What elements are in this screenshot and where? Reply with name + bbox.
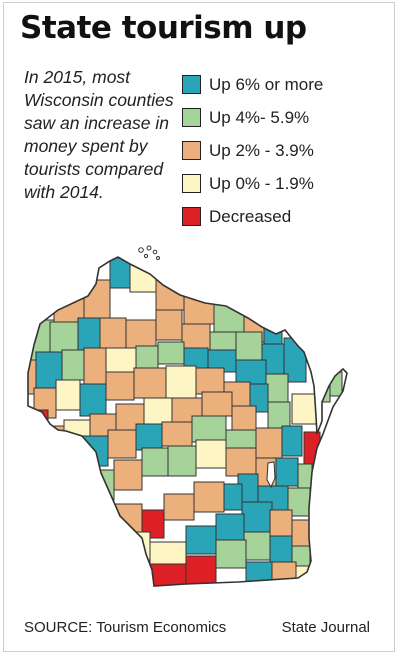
island	[152, 249, 158, 255]
county-region	[185, 555, 217, 586]
county-tiles	[28, 257, 343, 586]
graphic-title: State tourism up	[20, 10, 307, 46]
county-region	[105, 347, 137, 375]
county-region	[125, 319, 157, 349]
county-region	[201, 391, 233, 417]
island	[138, 247, 144, 253]
county-region	[28, 409, 49, 435]
county-region	[61, 349, 85, 381]
county-region	[99, 317, 127, 351]
county-region	[157, 341, 185, 365]
county-region	[191, 415, 227, 443]
county-region	[215, 539, 247, 569]
legend-swatch	[182, 207, 201, 226]
county-region	[77, 317, 101, 351]
county-region	[267, 401, 291, 429]
county-region	[245, 561, 273, 586]
county-region	[119, 531, 151, 561]
credit-line: State Journal	[281, 619, 370, 636]
island	[146, 245, 152, 251]
legend-item-up-4-5-9: Up 4%- 5.9%	[182, 101, 323, 134]
county-region	[195, 439, 227, 469]
legend-label: Up 4%- 5.9%	[209, 107, 310, 127]
county-region	[215, 513, 245, 541]
county-region	[107, 429, 137, 459]
county-region	[185, 525, 217, 555]
county-region	[291, 519, 311, 547]
legend-item-up-6-or-more: Up 6% or more	[182, 68, 323, 101]
county-region	[223, 483, 243, 511]
county-region	[83, 279, 111, 319]
county-region	[213, 301, 245, 333]
county-region	[113, 459, 143, 491]
county-region	[105, 371, 135, 401]
island	[143, 253, 149, 259]
county-region	[235, 331, 263, 365]
county-region	[225, 447, 257, 477]
county-region	[149, 541, 187, 567]
county-region	[255, 427, 283, 459]
county-region	[55, 379, 81, 411]
county-region	[265, 373, 289, 403]
legend-swatch	[182, 108, 201, 127]
legend-item-decreased: Decreased	[182, 200, 323, 233]
county-region	[165, 365, 197, 401]
county-region	[275, 457, 299, 487]
island	[156, 256, 160, 260]
state-outline	[27, 256, 348, 587]
county-region	[167, 445, 197, 477]
lake-winnebago	[266, 461, 276, 489]
legend-swatch	[182, 174, 201, 193]
legend-label: Up 6% or more	[209, 74, 324, 94]
county-region	[291, 393, 317, 425]
legend-item-up-0-1-9: Up 0% - 1.9%	[182, 167, 323, 200]
county-region	[135, 345, 159, 369]
wisconsin-county-map	[27, 245, 348, 587]
county-region	[183, 347, 209, 369]
county-region	[195, 367, 225, 395]
county-region	[231, 405, 257, 431]
county-region	[163, 493, 195, 521]
county-region	[269, 509, 293, 537]
map-legend: Up 6% or more Up 4%- 5.9% Up 2% - 3.9% U…	[182, 68, 323, 233]
county-region	[135, 423, 163, 451]
county-region	[155, 309, 183, 341]
county-region	[133, 367, 167, 399]
county-region	[193, 481, 225, 513]
inland-lakes	[266, 461, 276, 489]
source-note: SOURCE: Tourism Economics	[24, 619, 227, 636]
county-region	[241, 501, 273, 533]
county-region	[271, 561, 297, 586]
county-region	[249, 383, 269, 413]
county-region	[83, 347, 107, 387]
legend-label: Decreased	[209, 206, 292, 226]
legend-label: Up 0% - 1.9%	[209, 173, 314, 193]
legend-swatch	[182, 75, 201, 94]
legend-label: Up 2% - 3.9%	[209, 140, 314, 160]
county-region	[141, 509, 165, 539]
county-region	[243, 531, 271, 561]
county-region	[79, 383, 107, 417]
county-region	[149, 563, 187, 586]
county-region	[141, 447, 169, 477]
county-region	[59, 439, 83, 471]
county-region	[109, 503, 143, 533]
county-region	[269, 535, 293, 563]
intro-text: In 2015, most Wisconsin counties saw an …	[24, 67, 174, 202]
county-region	[49, 321, 79, 353]
apostle-islands	[138, 245, 160, 260]
graphic-frame	[3, 2, 395, 652]
county-region	[41, 425, 67, 451]
legend-swatch	[182, 141, 201, 160]
legend-item-up-2-3-9: Up 2% - 3.9%	[182, 134, 323, 167]
county-region	[143, 397, 173, 425]
county-region	[161, 421, 193, 447]
county-region	[281, 425, 303, 457]
